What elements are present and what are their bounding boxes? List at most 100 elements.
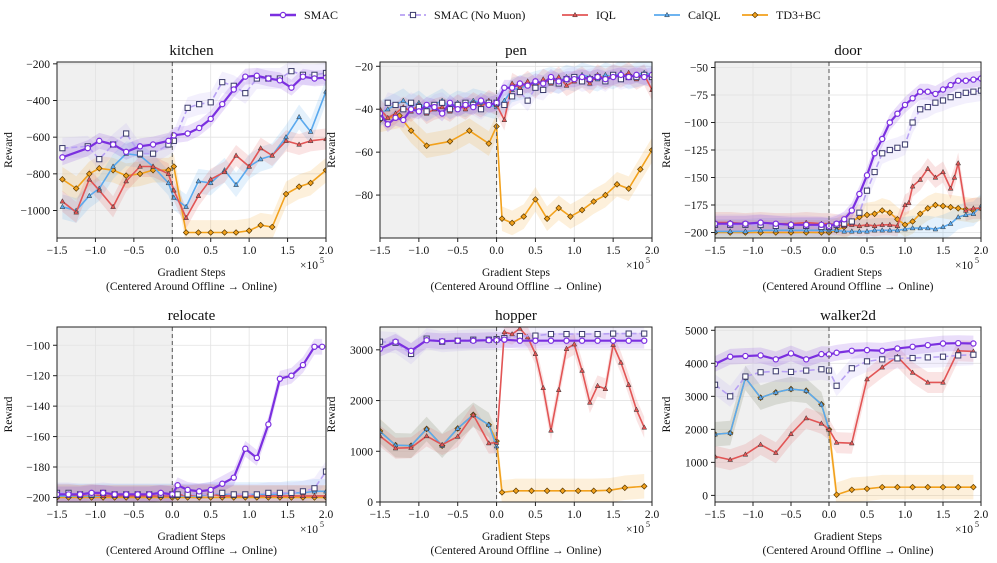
data-point-td3-bc — [590, 198, 598, 205]
x-tick-label: 0.0 — [165, 245, 180, 257]
data-point-calql — [757, 227, 764, 233]
legend-item[interactable]: CalQL — [654, 8, 721, 22]
data-point-calql — [183, 203, 189, 209]
data-point-smac — [195, 124, 203, 132]
data-point-iql — [856, 222, 863, 228]
data-point-smac — [485, 101, 492, 109]
data-point-iql — [871, 222, 878, 228]
data-point-smac — [863, 172, 871, 179]
data-point-smac-no-muon- — [727, 393, 734, 400]
data-point-iql — [924, 165, 931, 171]
data-point-smac — [848, 207, 856, 214]
data-point-td3-bc — [295, 183, 303, 190]
data-point-smac — [594, 337, 601, 344]
data-point-iql — [742, 451, 749, 457]
data-point-smac — [59, 154, 66, 161]
data-point-td3-bc — [916, 210, 924, 218]
y-tick-label: −20 — [355, 61, 373, 73]
x-axis-sublabel: (Centered Around Offline → Online) — [763, 545, 934, 557]
y-tick-label: 4000 — [685, 358, 708, 370]
x-multiplier: ×10 — [955, 524, 973, 536]
data-point-smac-no-muon- — [894, 144, 901, 151]
x-tick-label: 0.0 — [822, 245, 837, 257]
legend-item[interactable]: SMAC (No Muon) — [400, 8, 525, 22]
data-point-iql — [311, 492, 318, 498]
data-point-smac — [219, 100, 226, 108]
data-point-td3-bc — [307, 179, 314, 187]
chart-panel-hopper: −1.5 −1.0 −0.5 0.0 0.5 1.0 1.5 2.0×10 5 0 1000 2000… — [326, 308, 659, 557]
data-point-calql — [727, 228, 734, 234]
data-point-td3-bc — [863, 485, 871, 493]
data-point-smac — [219, 480, 226, 487]
data-point-smac-no-muon- — [516, 88, 523, 96]
data-point-td3-bc — [640, 482, 648, 490]
data-point-td3-bc — [466, 127, 473, 134]
x-axis-sublabel: (Centered Around Offline → Online) — [106, 281, 277, 293]
x-tick-label: −1.0 — [743, 509, 764, 521]
data-point-smac — [617, 71, 625, 79]
y-tick-label: −800 — [26, 169, 50, 181]
data-point-smac-no-muon- — [742, 373, 749, 380]
data-point-smac-no-muon- — [939, 97, 947, 104]
series-band-td3-bc — [380, 103, 652, 236]
data-point-calql — [207, 179, 214, 186]
y-tick-label: −60 — [355, 147, 373, 159]
y-tick-label: −150 — [684, 173, 708, 185]
data-point-smac — [109, 141, 117, 148]
data-point-smac — [134, 491, 141, 498]
data-point-iql — [207, 176, 214, 182]
data-point-calql — [307, 128, 314, 134]
data-point-smac — [932, 90, 939, 98]
data-point-smac — [122, 491, 130, 498]
chart-title: walker2d — [820, 308, 876, 324]
data-point-iql — [932, 174, 939, 180]
legend-item[interactable]: IQL — [562, 8, 616, 22]
data-point-smac — [438, 338, 446, 345]
data-point-calql — [86, 192, 93, 198]
series-line-calql — [62, 91, 326, 212]
data-point-smac — [578, 337, 586, 344]
x-tick-label: 2.0 — [645, 509, 660, 521]
data-point-smac — [392, 338, 399, 345]
data-point-td3-bc — [833, 491, 840, 499]
data-point-smac-no-muon- — [970, 351, 977, 358]
data-point-smac-no-muon- — [265, 489, 272, 496]
series-band-smac-no-muon- — [380, 327, 645, 365]
data-point-smac — [242, 73, 249, 80]
data-point-smac-no-muon- — [563, 331, 570, 338]
data-point-smac — [165, 137, 172, 145]
data-point-iql — [633, 406, 640, 412]
data-point-smac — [833, 349, 840, 356]
data-point-smac-no-muon- — [977, 87, 981, 94]
data-point-smac — [384, 121, 391, 128]
x-tick-label: −0.5 — [781, 245, 802, 257]
plot-frame — [714, 326, 982, 503]
series-band-smac — [715, 70, 981, 234]
offline-region — [380, 327, 497, 502]
data-point-iql — [788, 430, 794, 437]
data-point-iql — [246, 163, 252, 169]
data-point-smac — [230, 86, 237, 93]
data-point-td3-bc — [532, 196, 539, 203]
data-point-smac — [772, 220, 780, 227]
x-tick-label: −1.0 — [85, 245, 106, 257]
x-tick-label: −1.5 — [47, 245, 68, 257]
data-point-smac-no-muon- — [196, 101, 203, 108]
data-point-td3-bc — [894, 483, 901, 491]
data-point-td3-bc — [637, 166, 644, 173]
data-point-smac — [977, 75, 981, 82]
data-point-iql — [257, 145, 264, 151]
legend-item[interactable]: TD3+BC — [742, 8, 821, 22]
data-point-iql — [940, 168, 946, 175]
series-band-td3-bc — [380, 402, 645, 502]
legend-label: TD3+BC — [776, 8, 821, 22]
x-tick-label: 2.0 — [319, 245, 334, 257]
data-point-iql — [470, 411, 477, 417]
series-line-td3-bc — [380, 114, 652, 224]
x-tick-label: 1.0 — [567, 245, 582, 257]
x-axis-label: Gradient Steps — [482, 267, 551, 279]
x-tick-label: 1.0 — [898, 245, 913, 257]
x-multiplier-exponent: 5 — [646, 256, 650, 265]
y-tick-label: −175 — [684, 200, 708, 212]
legend-item[interactable]: SMAC — [270, 8, 338, 22]
